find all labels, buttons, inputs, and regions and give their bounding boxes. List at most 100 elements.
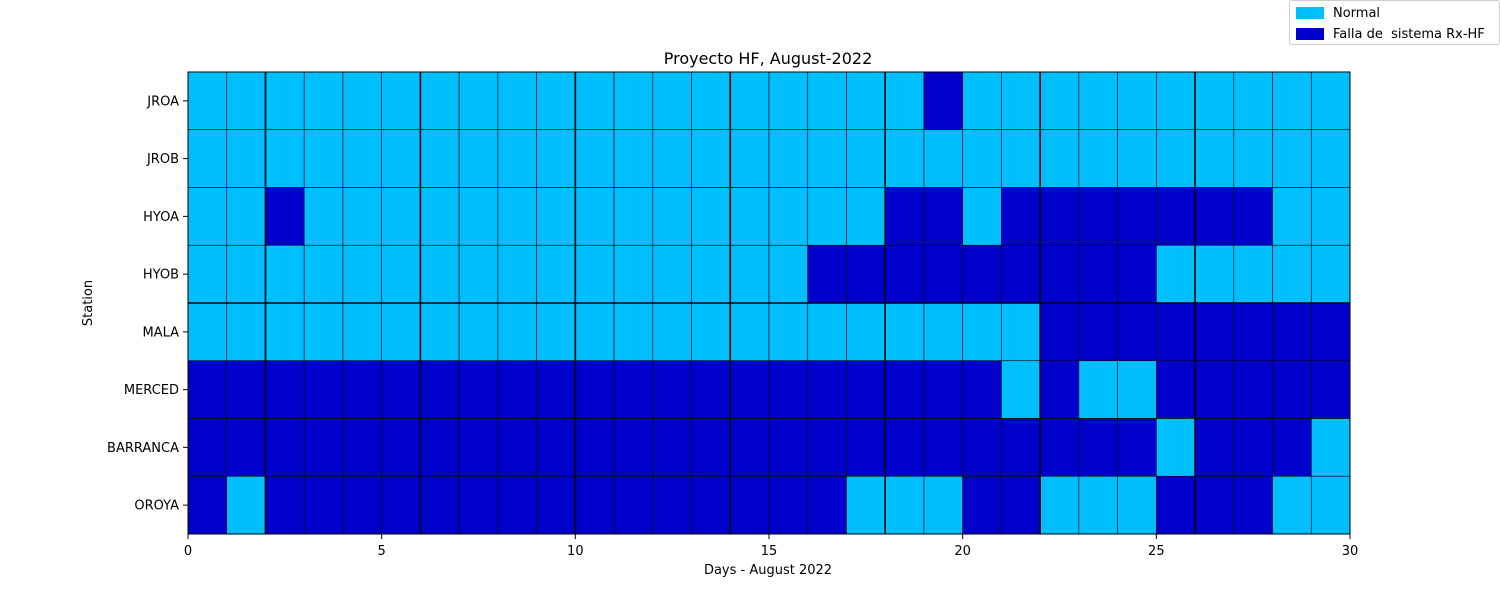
heatmap-cell-jrob-day-13 [652,129,692,188]
heatmap-cell-hyob-day-23 [1039,244,1080,304]
heatmap-cell-barranca-day-5 [342,418,382,477]
y-tick-label-merced: MERCED [124,383,179,398]
heatmap-cell-jroa-day-24 [1078,71,1118,131]
heatmap-cell-hyob-day-13 [652,244,692,304]
heatmap-cell-hyob-day-4 [303,244,344,304]
y-tick-label-jroa: JROA [146,94,179,109]
heatmap-cell-merced-day-22 [1001,360,1041,419]
heatmap-cell-jroa-day-13 [652,71,692,131]
heatmap-cell-merced-day-30 [1310,360,1351,419]
heatmap-cell-mala-day-8 [458,302,499,362]
heatmap-cell-mala-day-13 [652,302,692,362]
heatmap-cell-oroya-day-20 [923,475,963,535]
heatmap-cell-oroya-day-10 [536,475,576,535]
heatmap-cell-jroa-day-3 [265,71,305,131]
heatmap-cell-barranca-day-26 [1156,418,1196,477]
heatmap-cell-hyob-day-17 [807,244,847,304]
y-axis-label: Station [81,280,96,326]
heatmap-cell-jrob-day-24 [1078,129,1118,188]
y-axis-ticks: JROA JROB HYOA HYOB MALA MERCED BARRANCA OROYA [107,94,188,514]
heatmap-cell-hyoa-day-13 [652,187,692,246]
heatmap-cell-oroya-day-16 [768,475,809,535]
y-tick-label-hyoa: HYOA [143,210,179,225]
heatmap-cell-merced-day-12 [613,360,654,419]
heatmap-cell-merced-day-13 [652,360,692,419]
heatmap-cell-hyoa-day-22 [1001,187,1041,246]
heatmap-cell-barranca-day-10 [536,418,576,477]
heatmap-cell-barranca-day-27 [1194,418,1235,477]
heatmap-cell-barranca-day-18 [846,418,886,477]
heatmap-cell-hyoa-day-6 [381,187,421,246]
heatmap-cell-merced-day-21 [962,360,1002,419]
heatmap-cell-hyob-day-22 [1001,244,1041,304]
heatmap-cell-oroya-day-2 [226,475,266,535]
heatmap-cell-mala-day-24 [1078,302,1118,362]
heatmap-cell-hyoa-day-28 [1233,187,1273,246]
heatmap-cell-barranca-day-23 [1039,418,1080,477]
heatmap-cell-jrob-day-7 [420,129,460,188]
heatmap-cell-mala-day-18 [846,302,886,362]
heatmap-cell-mala-day-16 [768,302,809,362]
heatmap-cell-jrob-day-11 [575,129,615,188]
heatmap-cell-oroya-day-19 [884,475,925,535]
heatmap-cell-hyob-day-20 [923,244,963,304]
heatmap-cell-hyoa-day-5 [342,187,382,246]
heatmap-cell-barranca-day-12 [613,418,654,477]
heatmap-cell-barranca-day-2 [226,418,266,477]
heatmap-cell-hyoa-day-26 [1156,187,1196,246]
heatmap-cell-merced-day-3 [265,360,305,419]
heatmap-cell-merced-day-1 [187,360,228,419]
group-lines [188,72,1350,534]
legend-item-falla: Falla de sistema Rx-HF [1296,26,1485,42]
heatmap-cell-barranca-day-21 [962,418,1002,477]
y-tick-label-barranca: BARRANCA [107,441,179,456]
heatmap-cell-jrob-day-30 [1310,129,1351,188]
heatmap-cell-barranca-day-4 [303,418,344,477]
y-tick-label-oroya: OROYA [134,499,179,514]
heatmap-cell-jroa-day-19 [884,71,925,131]
heatmap-cell-hyoa-day-18 [846,187,886,246]
chart-title: Proyecto HF, August-2022 [664,49,873,68]
heatmap-cell-jroa-day-18 [846,71,886,131]
heatmap-cell-jrob-day-27 [1194,129,1235,188]
heatmap-cell-hyoa-day-12 [613,187,654,246]
heatmap-cell-hyoa-day-16 [768,187,809,246]
heatmap-cell-oroya-day-6 [381,475,421,535]
heatmap-cell-mala-day-28 [1233,302,1273,362]
x-tick-label-30: 30 [1342,544,1359,559]
heatmap-cell-mala-day-4 [303,302,344,362]
heatmap-cell-barranca-day-1 [187,418,228,477]
heatmap-cell-jrob-day-5 [342,129,382,188]
heatmap-cell-oroya-day-1 [187,475,228,535]
heatmap-cell-mala-day-21 [962,302,1002,362]
heatmap-cell-mala-day-22 [1001,302,1041,362]
y-tick-label-mala: MALA [142,325,179,340]
heatmap-cell-jrob-day-23 [1039,129,1080,188]
heatmap-cell-jroa-day-30 [1310,71,1351,131]
heatmap-cell-jroa-day-10 [536,71,576,131]
heatmap-cell-jrob-day-15 [729,129,770,188]
heatmap-cell-mala-day-12 [613,302,654,362]
heatmap-cell-jrob-day-2 [226,129,266,188]
heatmap-cell-hyoa-day-10 [536,187,576,246]
heatmap-cell-jroa-day-14 [691,71,731,131]
heatmap-cell-merced-day-26 [1156,360,1196,419]
heatmap-cell-hyoa-day-20 [923,187,963,246]
heatmap-cell-jrob-day-17 [807,129,847,188]
heatmap-cell-jroa-day-25 [1117,71,1157,131]
heatmap-cell-barranca-day-20 [923,418,963,477]
heatmap-cell-merced-day-24 [1078,360,1118,419]
heatmap-cell-merced-day-9 [497,360,537,419]
heatmap-cell-jrob-day-20 [923,129,963,188]
x-tick-label-5: 5 [378,544,386,559]
heatmap-cell-oroya-day-12 [613,475,654,535]
heatmap-cell-mala-day-26 [1156,302,1196,362]
heatmap-cell-jroa-day-23 [1039,71,1080,131]
heatmap-cell-barranca-day-24 [1078,418,1118,477]
heatmap-cell-hyob-day-30 [1310,244,1351,304]
heatmap-cell-jrob-day-22 [1001,129,1041,188]
heatmap-cell-jrob-day-9 [497,129,537,188]
heatmap-cell-merced-day-11 [575,360,615,419]
heatmap-cell-jrob-day-21 [962,129,1002,188]
heatmap-cell-jroa-day-4 [303,71,344,131]
